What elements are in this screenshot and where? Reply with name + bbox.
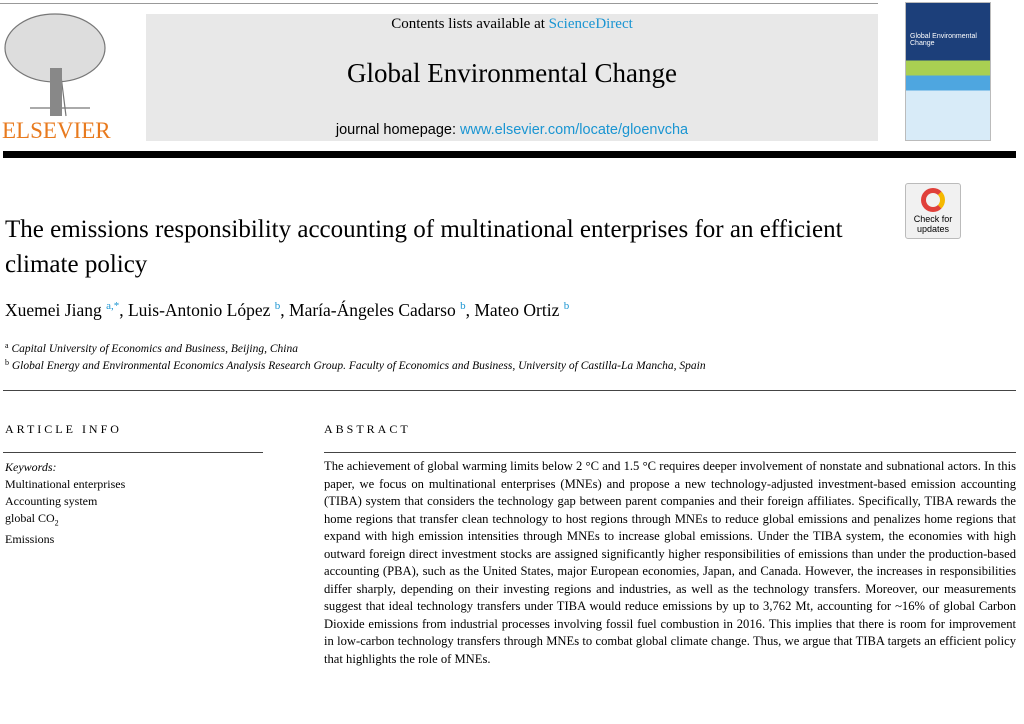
cover-title: Global Environmental Change — [910, 33, 977, 47]
keyword: Accounting system — [5, 494, 98, 508]
keyword: Emissions — [5, 532, 55, 547]
divider — [3, 390, 1016, 391]
keyword: Multinational enterprises — [5, 477, 126, 491]
author-sup[interactable]: a,* — [106, 300, 120, 312]
author-sup[interactable]: b — [460, 300, 466, 312]
abstract-text: The achievement of global warming limits… — [324, 459, 1016, 666]
author: Xuemei Jiang — [5, 300, 102, 320]
check-for-updates-button[interactable]: Check for updates — [905, 183, 961, 239]
top-rule — [0, 3, 878, 4]
author-list: Xuemei Jiang a,*, Luis-Antonio López b, … — [5, 300, 570, 320]
affiliation: b Global Energy and Environmental Econom… — [5, 358, 706, 372]
keyword-text: global CO — [5, 511, 55, 525]
keywords-label: Keywords: — [5, 460, 57, 474]
author: María-Ángeles Cadarso — [289, 300, 456, 320]
keyword: global CO2 — [5, 510, 125, 531]
divider — [3, 452, 263, 453]
article-title: The emissions responsibility accounting … — [5, 216, 843, 278]
aff-text: Capital University of Economics and Busi… — [11, 343, 298, 355]
author-sup[interactable]: b — [274, 300, 281, 312]
check-updates-label: Check for updates — [913, 214, 953, 234]
article-info-heading: ARTICLE INFO — [5, 422, 122, 436]
header-rule — [3, 151, 1016, 158]
homepage-link[interactable]: www.elsevier.com/locate/gloenvcha — [460, 122, 689, 138]
author-sup[interactable]: b — [563, 300, 570, 312]
keywords: Keywords: Multinational enterprises Acco… — [5, 459, 125, 548]
affiliation: a Capital University of Economics and Bu… — [5, 341, 298, 355]
homepage-prefix: journal homepage: — [335, 122, 461, 138]
contents-line: Contents lists available at ScienceDirec… — [146, 16, 878, 33]
aff-sup: a — [5, 341, 9, 350]
contents-prefix: Contents lists available at — [391, 16, 549, 32]
journal-banner: Contents lists available at ScienceDirec… — [146, 14, 878, 141]
check-updates-icon — [921, 188, 945, 212]
divider — [324, 452, 1016, 453]
journal-cover[interactable]: Global Environmental Change — [905, 2, 991, 141]
journal-title: Global Environmental Change — [347, 58, 677, 88]
aff-text: Global Energy and Environmental Economic… — [11, 360, 706, 372]
author: Mateo Ortiz — [474, 300, 560, 320]
subscript: 2 — [54, 518, 59, 528]
sciencedirect-link[interactable]: ScienceDirect — [548, 16, 633, 32]
aff-sup: b — [5, 358, 9, 367]
homepage-line: journal homepage: www.elsevier.com/locat… — [146, 122, 878, 138]
abstract-heading: ABSTRACT — [324, 422, 411, 436]
elsevier-wordmark: ELSEVIER — [2, 118, 111, 143]
author: Luis-Antonio López — [127, 300, 271, 320]
elsevier-tree-logo — [0, 8, 122, 144]
